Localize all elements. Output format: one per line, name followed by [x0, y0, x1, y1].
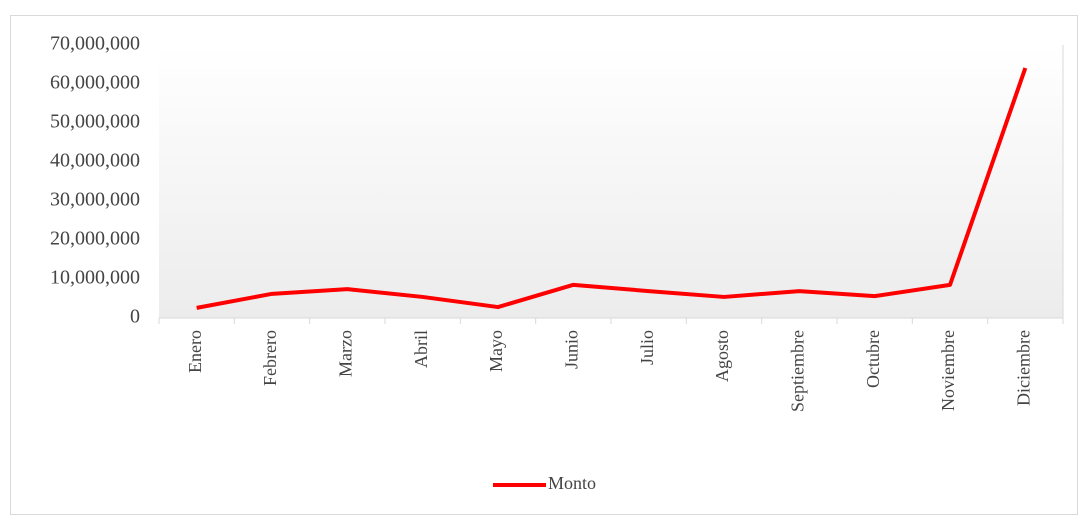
legend-label: Monto	[548, 473, 596, 493]
y-tick-label: 20,000,000	[50, 228, 140, 250]
x-tick-label: Enero	[185, 330, 205, 373]
x-tick-label: Agosto	[712, 330, 732, 382]
y-tick-label: 30,000,000	[50, 189, 140, 211]
y-tick-label: 70,000,000	[50, 33, 140, 55]
x-tick-label: Abril	[411, 330, 431, 368]
y-tick-label: 40,000,000	[50, 150, 140, 172]
x-tick-label: Septiembre	[787, 330, 807, 412]
x-tick-label: Julio	[637, 330, 657, 365]
x-tick-label: Mayo	[486, 330, 506, 372]
data-line	[196, 67, 1028, 310]
x-tick-label: Octubre	[863, 330, 883, 388]
y-tick-label: 0	[130, 306, 140, 328]
x-tick-label: Noviembre	[938, 330, 958, 411]
plot-area	[159, 45, 1063, 318]
y-tick-label: 10,000,000	[50, 267, 140, 289]
x-tick-label: Febrero	[260, 330, 280, 386]
y-tick-label: 50,000,000	[50, 111, 140, 133]
x-tick-label: Diciembre	[1013, 330, 1033, 406]
x-tick-label: Junio	[561, 330, 581, 369]
y-tick-label: 60,000,000	[50, 72, 140, 94]
x-tick-label: Marzo	[335, 330, 355, 377]
